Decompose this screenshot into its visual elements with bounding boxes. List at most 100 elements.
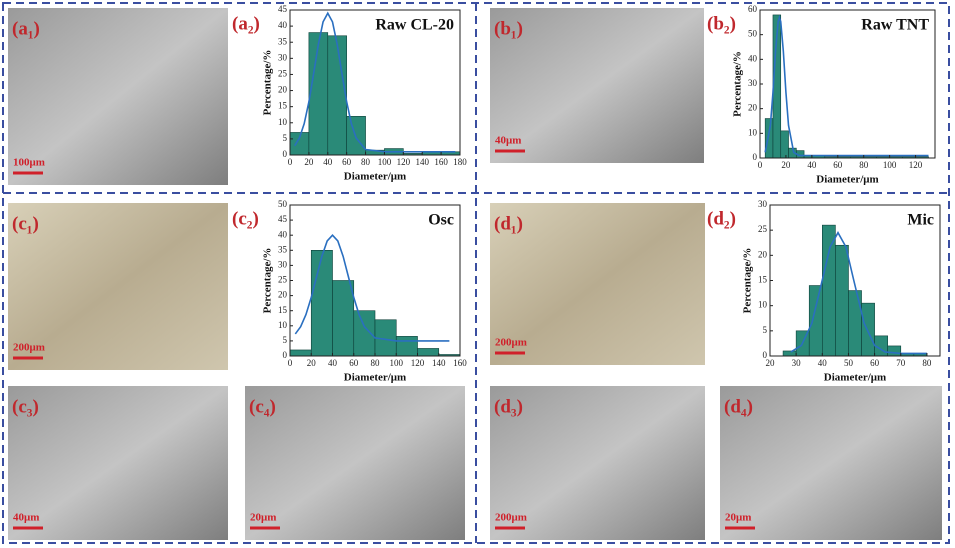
micrograph xyxy=(720,386,942,540)
scale-bar-label: 200μm xyxy=(495,337,527,349)
y-tick-label: 10 xyxy=(748,127,758,137)
y-tick-label: 25 xyxy=(278,275,288,285)
x-axis-label: Diameter/μm xyxy=(816,174,878,186)
y-tick-label: 20 xyxy=(748,103,758,113)
x-tick-label: 100 xyxy=(378,157,392,167)
x-tick-label: 20 xyxy=(766,358,776,368)
panel-label: (d₄) xyxy=(724,396,753,417)
bar xyxy=(310,250,333,357)
fit-curve xyxy=(764,14,929,157)
x-tick-label: 0 xyxy=(288,157,293,167)
bar xyxy=(782,350,797,357)
scale-bar-label: 20μm xyxy=(250,512,276,524)
bar xyxy=(822,224,836,357)
y-tick-label: 0 xyxy=(753,152,758,162)
panel-label: (c₂) xyxy=(232,208,259,229)
x-tick-label: 60 xyxy=(870,358,880,368)
x-tick-label: 20 xyxy=(781,160,791,170)
plot-frame xyxy=(289,9,461,156)
y-tick-label: 15 xyxy=(278,101,288,111)
x-tick-label: 20 xyxy=(304,157,314,167)
y-tick-label: 30 xyxy=(758,199,768,209)
y-tick-label: 10 xyxy=(278,320,288,330)
y-tick-label: 50 xyxy=(278,199,288,209)
x-tick-label: 60 xyxy=(349,358,359,368)
y-tick-label: 5 xyxy=(283,335,288,345)
x-tick-label: 160 xyxy=(434,157,448,167)
bar xyxy=(332,280,355,357)
y-axis-label: Percentage/% xyxy=(742,248,754,314)
x-tick-label: 40 xyxy=(323,157,333,167)
x-tick-label: 20 xyxy=(307,358,317,368)
bar xyxy=(417,348,440,357)
x-tick-label: 120 xyxy=(411,358,425,368)
y-tick-label: 40 xyxy=(278,229,288,239)
x-tick-label: 0 xyxy=(288,358,293,368)
chart-title: Osc xyxy=(428,212,454,229)
micrograph xyxy=(245,386,465,540)
bar xyxy=(808,285,823,357)
micrograph xyxy=(8,203,228,370)
y-tick-label: 40 xyxy=(278,20,288,30)
y-tick-label: 50 xyxy=(748,29,758,39)
y-tick-label: 35 xyxy=(278,244,288,254)
x-tick-label: 40 xyxy=(818,358,828,368)
bar xyxy=(887,345,902,357)
micrograph xyxy=(490,386,705,540)
micrograph xyxy=(490,203,705,365)
x-tick-label: 0 xyxy=(758,160,763,170)
y-tick-label: 20 xyxy=(278,290,288,300)
x-tick-label: 30 xyxy=(792,358,802,368)
y-tick-label: 30 xyxy=(278,52,288,62)
x-axis-label: Diameter/μm xyxy=(824,372,886,384)
scale-bar-label: 200μm xyxy=(13,342,45,354)
x-tick-label: 100 xyxy=(883,160,897,170)
scale-bar-label: 100μm xyxy=(13,157,45,169)
fit-curve xyxy=(294,234,450,342)
scale-bar-label: 40μm xyxy=(13,512,39,524)
panel-label: (a₂) xyxy=(232,13,260,34)
x-tick-label: 80 xyxy=(859,160,869,170)
x-tick-label: 70 xyxy=(896,358,906,368)
y-tick-label: 15 xyxy=(278,305,288,315)
y-tick-label: 10 xyxy=(278,117,288,127)
y-tick-label: 30 xyxy=(278,259,288,269)
x-tick-label: 40 xyxy=(807,160,817,170)
x-tick-label: 140 xyxy=(415,157,429,167)
x-tick-label: 60 xyxy=(833,160,843,170)
x-tick-label: 180 xyxy=(453,157,467,167)
bar xyxy=(395,336,418,357)
x-tick-label: 40 xyxy=(328,358,338,368)
y-tick-label: 60 xyxy=(748,4,758,14)
panel-label: (d₁) xyxy=(494,213,523,234)
x-tick-label: 120 xyxy=(909,160,923,170)
scale-bar-label: 20μm xyxy=(725,512,751,524)
x-tick-label: 80 xyxy=(361,157,371,167)
y-tick-label: 30 xyxy=(748,78,758,88)
y-tick-label: 20 xyxy=(758,249,768,259)
bar xyxy=(327,35,347,156)
panel-label: (c₃) xyxy=(12,396,39,417)
y-tick-label: 20 xyxy=(278,85,288,95)
fit-curve xyxy=(790,231,927,355)
fit-curve xyxy=(294,11,456,153)
y-axis-label: Percentage/% xyxy=(732,51,744,117)
panel-label: (c₁) xyxy=(12,213,39,234)
scale-bar-label: 40μm xyxy=(495,135,521,147)
bar xyxy=(848,290,862,357)
y-tick-label: 25 xyxy=(278,69,288,79)
bar xyxy=(835,244,849,357)
panel-label: (c₄) xyxy=(249,396,276,417)
y-tick-label: 15 xyxy=(758,275,768,285)
bar xyxy=(289,349,312,357)
panel-label: (d₃) xyxy=(494,396,523,417)
x-tick-label: 160 xyxy=(453,358,467,368)
panel-label: (a₁) xyxy=(12,18,40,39)
x-tick-label: 60 xyxy=(342,157,352,167)
bar xyxy=(353,310,376,357)
y-tick-label: 45 xyxy=(278,214,288,224)
bar xyxy=(780,130,789,159)
micrograph xyxy=(490,8,704,163)
y-tick-label: 35 xyxy=(278,36,288,46)
